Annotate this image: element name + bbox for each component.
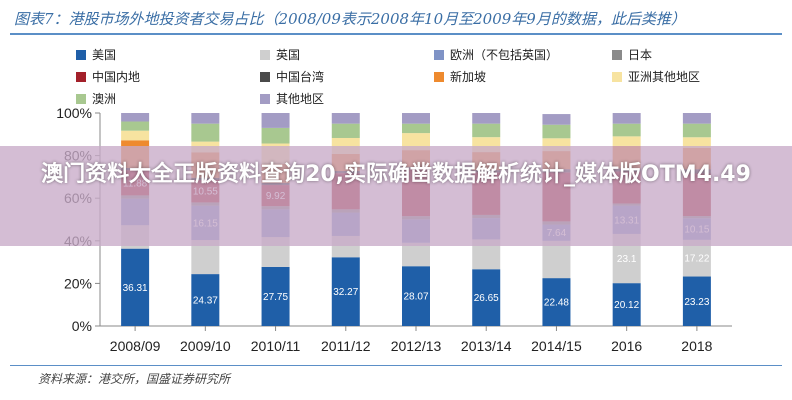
bar-segment bbox=[121, 248, 150, 326]
legend-swatch bbox=[260, 93, 270, 104]
bar-segment bbox=[472, 269, 501, 326]
bar-segment bbox=[121, 121, 150, 131]
chart-title: 图表7：港股市场外地投资者交易占比（2008/09表示2008年10月至2009… bbox=[14, 10, 686, 28]
legend-label: 新加坡 bbox=[450, 70, 487, 84]
bar-segment bbox=[472, 113, 501, 124]
bar-segment bbox=[261, 127, 290, 144]
bar-segment bbox=[612, 113, 641, 124]
legend-item: 欧洲（不包括英国） bbox=[434, 46, 612, 63]
y-tick-label: 20% bbox=[64, 275, 92, 291]
bar-segment bbox=[682, 113, 711, 124]
bar-segment bbox=[121, 130, 150, 141]
legend-swatch bbox=[260, 49, 270, 60]
bar-segment bbox=[402, 113, 430, 124]
x-tick-label: 2013/14 bbox=[461, 338, 512, 354]
legend-label: 澳洲 bbox=[92, 92, 117, 106]
bar-segment bbox=[402, 242, 430, 267]
data-label: 23.23 bbox=[684, 297, 709, 308]
legend-swatch bbox=[434, 49, 444, 60]
data-label: 17.22 bbox=[684, 254, 709, 265]
legend-swatch bbox=[612, 49, 622, 60]
data-label: 22.48 bbox=[544, 298, 569, 309]
y-tick-label: 100% bbox=[56, 105, 92, 121]
bar-segment bbox=[331, 113, 360, 124]
bar-segment bbox=[261, 266, 290, 326]
bar-segment bbox=[542, 278, 571, 326]
bar-segment bbox=[331, 123, 360, 138]
bar-segment bbox=[682, 123, 711, 138]
legend-label: 美国 bbox=[92, 48, 117, 62]
x-tick-label: 2012/13 bbox=[391, 338, 442, 354]
legend-label: 日本 bbox=[628, 48, 653, 62]
legend-swatch bbox=[76, 49, 86, 60]
legend-item: 中国台湾 bbox=[260, 68, 434, 85]
legend-swatch bbox=[434, 71, 444, 82]
legend-label: 中国台湾 bbox=[276, 70, 325, 84]
legend-swatch bbox=[76, 93, 86, 104]
legend-label: 亚洲其他地区 bbox=[628, 70, 701, 84]
x-tick-label: 2016 bbox=[611, 338, 642, 354]
y-tick-label: 0% bbox=[72, 318, 92, 334]
bar-segment bbox=[191, 113, 220, 124]
bar-segment bbox=[612, 123, 641, 137]
x-tick-label: 2014/15 bbox=[531, 338, 582, 354]
bar-segment bbox=[682, 137, 711, 148]
data-label: 28.07 bbox=[403, 292, 428, 303]
source-note: 资料来源：港交所，国盛证券研究所 bbox=[38, 372, 231, 386]
legend-label: 英国 bbox=[276, 48, 301, 62]
bar-segment bbox=[331, 257, 360, 326]
bar-segment bbox=[191, 274, 220, 326]
data-label: 36.31 bbox=[123, 283, 148, 294]
bar-segment bbox=[402, 123, 430, 134]
x-tick-label: 2011/12 bbox=[321, 338, 371, 354]
legend-item: 日本 bbox=[612, 46, 756, 63]
legend-swatch bbox=[612, 71, 622, 82]
bar-segment bbox=[402, 133, 430, 151]
title-divider bbox=[10, 33, 782, 35]
data-label: 26.65 bbox=[474, 293, 499, 304]
bar-segment bbox=[191, 123, 220, 142]
data-label: 23.1 bbox=[617, 254, 637, 265]
legend-item: 新加坡 bbox=[434, 68, 612, 85]
data-label: 27.75 bbox=[263, 292, 288, 303]
bar-segment bbox=[542, 124, 571, 139]
bar-segment bbox=[612, 283, 641, 326]
legend-item: 澳洲 bbox=[76, 90, 260, 107]
legend-swatch bbox=[76, 71, 86, 82]
footer-divider bbox=[10, 365, 782, 366]
data-label: 32.27 bbox=[333, 287, 358, 298]
x-tick-label: 2018 bbox=[681, 338, 712, 354]
bar-segment bbox=[682, 276, 711, 326]
legend-item: 美国 bbox=[76, 46, 260, 63]
legend-item: 英国 bbox=[260, 46, 434, 63]
legend-item: 亚洲其他地区 bbox=[612, 68, 756, 85]
x-tick-label: 2010/11 bbox=[251, 338, 301, 354]
bar-segment bbox=[121, 113, 150, 122]
bar-segment bbox=[612, 136, 641, 146]
bar-segment bbox=[542, 114, 571, 125]
x-tick-label: 2008/09 bbox=[110, 338, 161, 354]
watermark-band bbox=[0, 146, 792, 246]
data-label: 24.37 bbox=[193, 296, 218, 307]
legend-swatch bbox=[260, 71, 270, 82]
x-tick-label: 2009/10 bbox=[180, 338, 231, 354]
legend-item: 其他地区 bbox=[260, 90, 434, 107]
watermark-text: 澳门资料大全正版资料查询20,实际确凿数据解析统计_媒体版OTM4.49 bbox=[41, 162, 751, 187]
legend-item: 中国内地 bbox=[76, 68, 260, 85]
legend-label: 欧洲（不包括英国） bbox=[450, 48, 559, 62]
legend-label: 中国内地 bbox=[92, 70, 141, 84]
bar-segment bbox=[261, 113, 290, 128]
legend: 美国 英国 欧洲（不包括英国） 日本中国内地 中国台湾 新加坡 亚洲其他地区澳洲 其他地区 bbox=[76, 46, 756, 107]
bar-segment bbox=[472, 123, 501, 138]
bar-segment bbox=[402, 266, 430, 326]
data-label: 20.12 bbox=[614, 300, 639, 311]
legend-label: 其他地区 bbox=[276, 92, 325, 106]
bar-segment bbox=[542, 240, 571, 279]
